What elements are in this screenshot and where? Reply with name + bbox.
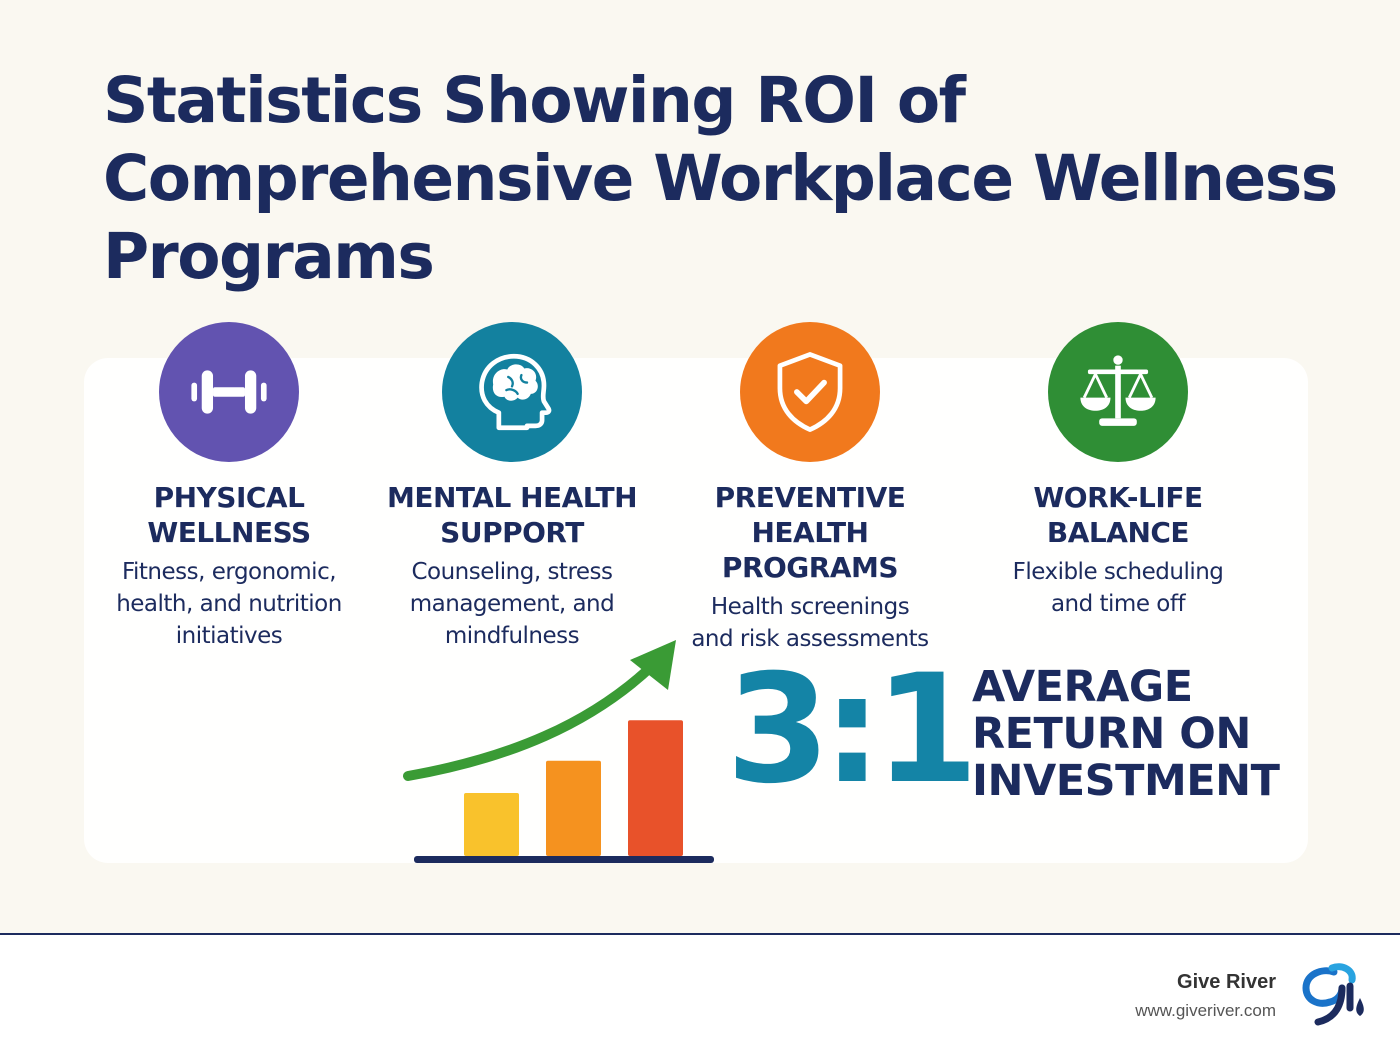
pillar-title: PREVENTIVE HEALTH PROGRAMS xyxy=(670,480,950,585)
pillar-description: Fitness, ergonomic, health, and nutritio… xyxy=(89,556,369,652)
pillar-title: MENTAL HEALTH SUPPORT xyxy=(372,480,652,550)
pillar-desc-line: and risk assessments xyxy=(691,626,929,652)
dumbbell-icon xyxy=(191,370,267,414)
shield-check-icon xyxy=(777,352,843,432)
growth-arrow-line xyxy=(403,661,657,781)
pillar-desc-line: health, and nutrition xyxy=(116,591,342,617)
balance-scale-icon xyxy=(1080,355,1156,426)
pillar-icon-circle xyxy=(740,322,880,462)
pillar-desc-line: Fitness, ergonomic, xyxy=(121,559,337,585)
pillar-title-line: WORK-LIFE xyxy=(1033,481,1203,514)
brand-url[interactable]: www.giveriver.com xyxy=(1135,1001,1276,1020)
pillar-desc-line: Flexible scheduling xyxy=(1012,559,1224,585)
title-line-1: Statistics Showing ROI of xyxy=(103,64,966,137)
pillar-description: Flexible scheduling and time off xyxy=(978,556,1258,620)
pillar-title-line: WELLNESS xyxy=(147,516,311,549)
pillar-desc-line: management, and xyxy=(409,591,615,617)
pillar-desc-line: initiatives xyxy=(175,623,283,649)
pillar-description: Counseling, stress management, and mindf… xyxy=(372,556,652,652)
brand-name: Give River xyxy=(1177,971,1276,993)
growth-bar xyxy=(464,793,519,856)
pillar-desc-line: Health screenings xyxy=(710,594,910,620)
roi-label-line: RETURN ON xyxy=(972,709,1251,759)
pillar-physical-wellness: PHYSICAL WELLNESS Fitness, ergonomic, he… xyxy=(89,322,369,652)
roi-label-line: INVESTMENT xyxy=(972,756,1280,806)
title-line-3: Programs xyxy=(103,220,435,293)
pillar-title-line: SUPPORT xyxy=(440,516,584,549)
pillar-title-line: HEALTH PROGRAMS xyxy=(721,516,899,584)
give-river-logo-icon xyxy=(1302,963,1364,1026)
pillar-icon-circle xyxy=(159,322,299,462)
growth-arrow-icon xyxy=(403,640,714,863)
roi-label-line: AVERAGE xyxy=(972,662,1193,712)
pillar-title: PHYSICAL WELLNESS xyxy=(89,480,369,550)
growth-bar xyxy=(546,760,601,856)
pillar-title: WORK-LIFE BALANCE xyxy=(978,480,1258,550)
pillar-icon-circle xyxy=(1048,322,1188,462)
pillar-desc-line: mindfulness xyxy=(444,623,580,649)
growth-arrow-head xyxy=(630,640,676,690)
pillar-desc-line: Counseling, stress xyxy=(411,559,613,585)
pillar-title-line: BALANCE xyxy=(1046,516,1190,549)
pillar-mental-health: MENTAL HEALTH SUPPORT Counseling, stress… xyxy=(372,322,652,652)
growth-bar xyxy=(628,720,683,856)
pillar-description: Health screenings and risk assessments xyxy=(670,591,950,655)
title-line-2: Comprehensive Workplace Wellness xyxy=(103,142,1338,215)
pillar-title-line: MENTAL HEALTH xyxy=(386,481,638,514)
footer xyxy=(0,935,1400,1052)
roi-label: AVERAGE RETURN ON INVESTMENT xyxy=(972,662,1280,806)
roi-value: 3:1 xyxy=(726,643,979,817)
pillar-work-life-balance: WORK-LIFE BALANCE Flexible scheduling an… xyxy=(978,322,1258,620)
chart-baseline xyxy=(414,856,714,863)
page-title: Statistics Showing ROI of Comprehensive … xyxy=(103,62,1338,296)
brain-head-icon xyxy=(479,353,552,431)
pillar-preventive-health: PREVENTIVE HEALTH PROGRAMS Health screen… xyxy=(670,322,950,655)
pillar-title-line: PHYSICAL xyxy=(153,481,305,514)
pillar-icon-circle xyxy=(442,322,582,462)
pillar-title-line: PREVENTIVE xyxy=(714,481,906,514)
footer-divider xyxy=(0,933,1400,935)
pillar-desc-line: and time off xyxy=(1050,591,1186,617)
